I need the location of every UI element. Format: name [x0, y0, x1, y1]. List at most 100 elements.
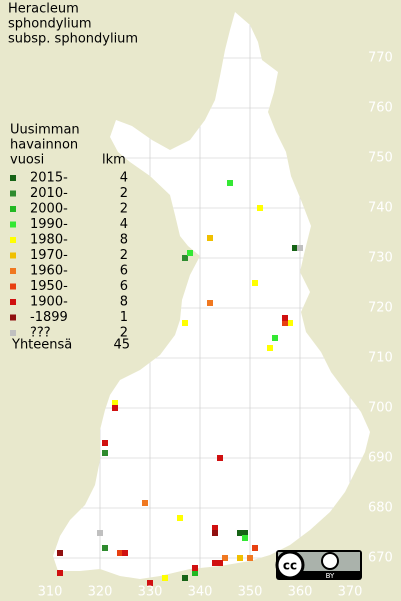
observation	[117, 550, 123, 556]
legend-swatch	[10, 299, 16, 305]
legend-count: 6	[120, 264, 128, 279]
legend-count: 2	[120, 326, 128, 341]
observation	[147, 580, 153, 586]
x-tick-label: 330	[138, 585, 163, 600]
observation	[242, 535, 248, 541]
x-tick-label: 360	[288, 585, 313, 600]
legend-count: 8	[120, 233, 128, 248]
observation	[102, 440, 108, 446]
observation	[237, 555, 243, 561]
observation	[237, 530, 243, 536]
observation	[282, 315, 288, 321]
legend-count: 2	[120, 186, 128, 201]
legend-count: 2	[120, 202, 128, 217]
observation	[297, 245, 303, 251]
observation	[212, 560, 218, 566]
legend-count: 4	[120, 217, 128, 232]
legend-label: ???	[30, 326, 51, 341]
legend-header: Uusimman	[10, 123, 80, 138]
legend-swatch	[10, 252, 16, 259]
land	[53, 12, 370, 579]
observation	[142, 500, 148, 506]
observation	[212, 525, 218, 531]
observation	[112, 400, 118, 406]
legend-count: 4	[120, 171, 128, 186]
observation	[207, 235, 213, 241]
y-tick-label: 740	[368, 201, 393, 216]
x-tick-label: 370	[338, 585, 363, 600]
observation	[257, 205, 263, 211]
x-tick-label: 350	[238, 585, 263, 600]
observation	[57, 550, 63, 556]
y-tick-label: 770	[368, 51, 393, 66]
observation	[247, 555, 253, 561]
title-line: subsp. sphondylium	[8, 32, 138, 47]
legend-count: 6	[120, 279, 128, 294]
legend-label: 1970-	[30, 248, 68, 263]
x-tick-label: 310	[38, 585, 63, 600]
observation	[187, 250, 193, 256]
observation	[112, 405, 118, 411]
legend-label: 1980-	[30, 233, 68, 248]
legend-swatch	[10, 330, 16, 336]
cc-text: cc	[283, 559, 297, 573]
legend-swatch	[10, 314, 16, 321]
observation	[242, 530, 248, 536]
legend-count: 8	[120, 295, 128, 310]
legend-swatch	[10, 175, 16, 181]
y-tick-label: 750	[368, 151, 393, 166]
legend-swatch	[10, 283, 16, 290]
observation	[272, 335, 278, 341]
observation	[292, 245, 298, 251]
observation	[192, 565, 198, 571]
y-tick-label: 700	[368, 401, 393, 416]
observation	[227, 180, 233, 186]
y-tick-label: 730	[368, 251, 393, 266]
legend-header: vuosi	[10, 153, 44, 168]
by-text: BY	[326, 572, 335, 580]
observation	[122, 550, 128, 556]
legend-swatch	[10, 206, 16, 212]
legend-label: 2000-	[30, 202, 68, 217]
observation	[102, 545, 108, 551]
cc-icon	[275, 550, 305, 580]
y-tick-label: 760	[368, 101, 393, 116]
observation	[182, 575, 188, 581]
legend-swatch	[10, 221, 16, 228]
observation	[217, 560, 223, 566]
observation	[97, 530, 103, 536]
legend-total: 45	[113, 338, 130, 353]
legend-label: 1960-	[30, 264, 68, 279]
observations	[57, 180, 303, 586]
observation	[222, 555, 228, 561]
observation	[287, 320, 293, 326]
x-tick-label: 320	[88, 585, 113, 600]
observation	[212, 530, 218, 536]
legend-label: -1899	[30, 310, 68, 325]
legend-swatch	[10, 190, 16, 197]
by-icon	[321, 552, 339, 570]
observation	[267, 345, 273, 351]
observation	[217, 455, 223, 461]
legend-label: 1950-	[30, 279, 68, 294]
legend-count-header: lkm	[102, 153, 126, 168]
legend-label: 1900-	[30, 295, 68, 310]
observation	[182, 320, 188, 326]
observation	[182, 255, 188, 261]
title-line: Heracleum	[8, 2, 79, 17]
legend-label: 2015-	[30, 171, 68, 186]
legend-count: 2	[120, 248, 128, 263]
y-tick-label: 720	[368, 301, 393, 316]
observation	[192, 570, 198, 576]
legend-label: 1990-	[30, 217, 68, 232]
y-tick-label: 680	[368, 501, 393, 516]
observation	[282, 320, 288, 326]
legend-total-label: Yhteensä	[11, 338, 72, 353]
legend-swatch	[10, 268, 16, 274]
observation	[102, 450, 108, 456]
y-tick-label: 710	[368, 351, 393, 366]
title-line: sphondylium	[8, 17, 92, 32]
x-tick-label: 340	[188, 585, 213, 600]
